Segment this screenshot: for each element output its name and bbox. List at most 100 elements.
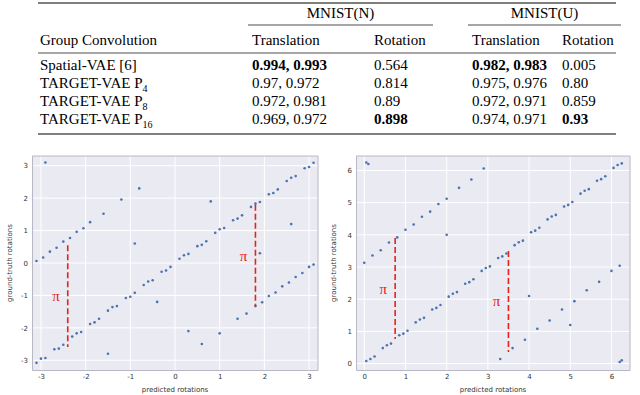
point bbox=[569, 324, 572, 327]
point bbox=[365, 360, 368, 363]
x-tick-label: 6 bbox=[610, 373, 615, 381]
point bbox=[93, 321, 96, 324]
x-tick-label: 5 bbox=[569, 373, 573, 381]
point bbox=[421, 216, 424, 219]
row-label-text: TARGET-VAE P bbox=[40, 111, 143, 127]
grid-line-y bbox=[32, 230, 318, 231]
point bbox=[241, 214, 244, 217]
column-header: Translation bbox=[472, 32, 540, 48]
point bbox=[156, 301, 159, 304]
y-axis-line bbox=[356, 157, 357, 371]
x-tick-label: 0 bbox=[363, 373, 367, 381]
point bbox=[522, 239, 525, 242]
point bbox=[53, 348, 56, 351]
grid-line-y bbox=[32, 360, 318, 361]
point bbox=[445, 234, 448, 237]
grid-line-y bbox=[32, 327, 318, 328]
point bbox=[44, 161, 47, 164]
point bbox=[272, 192, 275, 195]
point bbox=[546, 218, 549, 221]
point bbox=[107, 352, 110, 355]
annotation-label: π bbox=[240, 248, 248, 264]
point bbox=[288, 281, 291, 284]
table-cell: 0.994, 0.993 bbox=[252, 57, 327, 73]
point bbox=[511, 347, 514, 350]
grid-line-y bbox=[356, 202, 630, 203]
x-tick-label: 2 bbox=[263, 373, 267, 381]
point bbox=[367, 163, 370, 166]
point bbox=[62, 240, 65, 243]
point bbox=[388, 241, 391, 244]
y-tick-label: 1 bbox=[24, 227, 28, 235]
point bbox=[259, 252, 262, 255]
point bbox=[620, 162, 623, 165]
x-tick: 4 bbox=[527, 370, 532, 381]
annotation-label: π bbox=[380, 281, 388, 297]
x-axis-title: predicted rotations bbox=[142, 386, 209, 394]
plot-frame bbox=[630, 156, 631, 370]
point bbox=[513, 244, 516, 247]
point bbox=[406, 329, 409, 332]
point bbox=[497, 257, 500, 260]
annotation-line bbox=[394, 238, 396, 339]
y-tick-label: 3 bbox=[348, 264, 352, 272]
point bbox=[71, 335, 74, 338]
point bbox=[205, 240, 208, 243]
table-rule bbox=[468, 25, 621, 26]
point bbox=[35, 362, 38, 365]
point bbox=[268, 295, 271, 298]
plot-frame bbox=[32, 156, 318, 157]
table-cell: 0.982, 0.983 bbox=[472, 57, 547, 73]
point bbox=[178, 257, 181, 260]
point bbox=[458, 187, 461, 190]
point bbox=[598, 281, 601, 284]
table-rule bbox=[38, 53, 616, 54]
point bbox=[563, 205, 566, 208]
point bbox=[58, 347, 61, 350]
point bbox=[223, 227, 226, 230]
x-tick: 2 bbox=[263, 370, 267, 381]
grid-line-y bbox=[32, 198, 318, 199]
point bbox=[187, 330, 190, 333]
plot-frame bbox=[356, 156, 630, 157]
grid-line-x bbox=[611, 156, 612, 370]
point bbox=[165, 269, 168, 272]
point bbox=[75, 332, 78, 335]
point bbox=[447, 295, 450, 298]
point bbox=[169, 266, 172, 269]
point bbox=[281, 285, 284, 288]
point bbox=[618, 361, 621, 364]
y-tick-label: 3 bbox=[24, 162, 28, 170]
point bbox=[365, 161, 368, 164]
x-tick-label: 3 bbox=[486, 373, 490, 381]
grid-line-y bbox=[32, 165, 318, 166]
table-cell: 0.93 bbox=[562, 111, 588, 127]
x-axis: 0123456 bbox=[357, 370, 631, 381]
point bbox=[470, 178, 473, 181]
row-label: TARGET-VAE P16 bbox=[40, 111, 153, 130]
point bbox=[294, 175, 297, 178]
point bbox=[196, 245, 199, 248]
y-tick: 5 bbox=[348, 199, 356, 207]
row-label-sub: 16 bbox=[143, 119, 153, 130]
point bbox=[138, 187, 141, 190]
point bbox=[452, 292, 455, 295]
point bbox=[290, 223, 293, 226]
y-tick-label: -3 bbox=[21, 357, 28, 365]
point bbox=[160, 270, 163, 273]
grid-line-x bbox=[446, 156, 447, 370]
point bbox=[620, 359, 623, 362]
point bbox=[524, 338, 527, 341]
point bbox=[371, 254, 374, 257]
y-tick: 1 bbox=[24, 227, 32, 235]
x-tick: 3 bbox=[486, 370, 490, 381]
point bbox=[381, 347, 384, 350]
y-tick: 1 bbox=[348, 328, 356, 336]
point bbox=[142, 284, 145, 287]
point bbox=[429, 210, 432, 213]
point bbox=[102, 212, 105, 215]
point bbox=[612, 167, 615, 170]
row-label-sub: 4 bbox=[143, 83, 148, 94]
x-tick-label: 4 bbox=[527, 373, 532, 381]
point bbox=[276, 188, 279, 191]
